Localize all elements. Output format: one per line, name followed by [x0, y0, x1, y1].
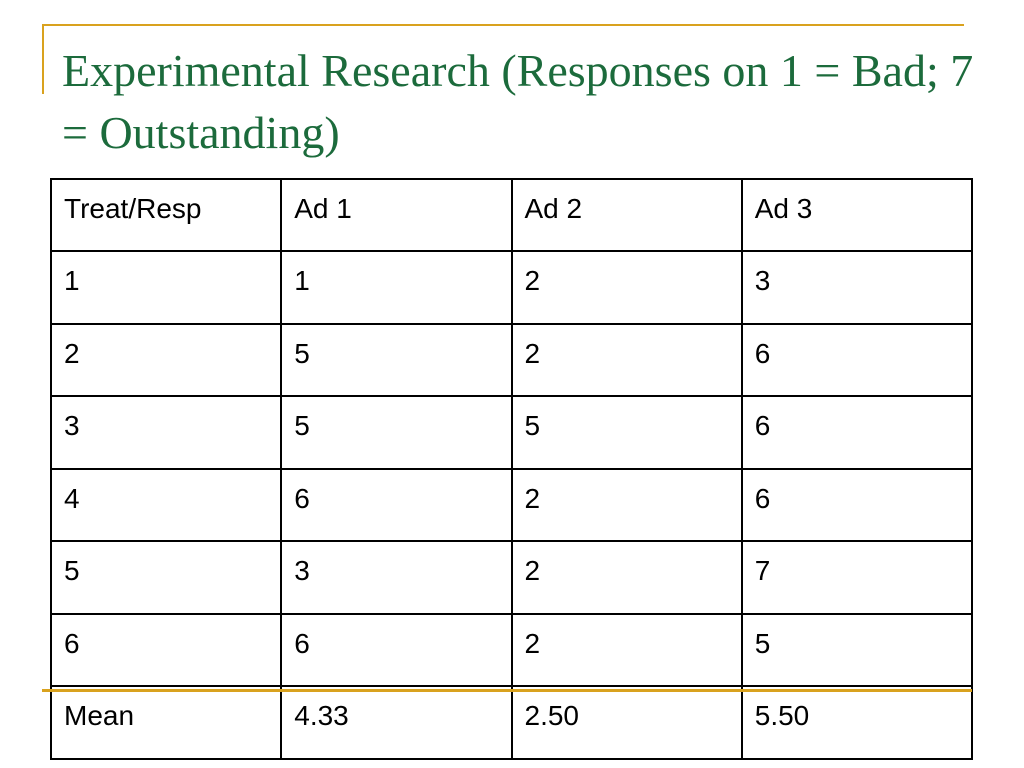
table-cell: 2 — [510, 467, 743, 543]
table-row: 4 6 2 6 — [49, 467, 974, 543]
table-row: 3 5 5 6 — [49, 395, 974, 470]
table-cell: 5 — [510, 395, 743, 470]
header-ad-1: Ad 1 — [280, 178, 513, 252]
table-cell: 1 — [49, 250, 283, 325]
table-row: 6 6 2 5 — [49, 612, 974, 688]
header-ad-3: Ad 3 — [740, 178, 974, 252]
table-cell: 6 — [280, 612, 513, 688]
table-cell: 4 — [49, 467, 283, 543]
table-cell: 1 — [280, 250, 513, 325]
table-cell: 2 — [510, 322, 743, 398]
table-cell: 6 — [740, 467, 974, 543]
slide-title: Experimental Research (Responses on 1 = … — [62, 45, 974, 158]
table-cell: 6 — [740, 395, 974, 470]
table-cell: 2 — [510, 540, 743, 615]
table-cell: 5 — [280, 395, 513, 470]
table-header-row: Treat/Resp Ad 1 Ad 2 Ad 3 — [49, 178, 974, 252]
mean-divider-line — [42, 689, 972, 692]
table-cell: 6 — [49, 612, 283, 688]
mean-ad-1: 4.33 — [280, 686, 513, 760]
mean-ad-3: 5.50 — [740, 686, 974, 760]
table-cell: 7 — [740, 540, 974, 615]
table-row: 1 1 2 3 — [49, 250, 974, 325]
table-cell: 5 — [280, 322, 513, 398]
table-cell: 5 — [49, 540, 283, 615]
header-treat-resp: Treat/Resp — [49, 178, 283, 252]
mean-label: Mean — [49, 686, 283, 760]
table-cell: 2 — [510, 250, 743, 325]
table-cell: 6 — [740, 322, 974, 398]
left-accent-line — [42, 24, 44, 94]
responses-table: Treat/Resp Ad 1 Ad 2 Ad 3 1 1 2 3 2 5 2 … — [49, 178, 974, 760]
table-cell: 2 — [510, 612, 743, 688]
table-row: 5 3 2 7 — [49, 540, 974, 615]
table-cell: 3 — [280, 540, 513, 615]
header-ad-2: Ad 2 — [510, 178, 743, 252]
table-cell: 6 — [280, 467, 513, 543]
table-cell: 5 — [740, 612, 974, 688]
table-cell: 2 — [49, 322, 283, 398]
table-row: 2 5 2 6 — [49, 322, 974, 398]
table-cell: 3 — [740, 250, 974, 325]
table-cell: 3 — [49, 395, 283, 470]
mean-row: Mean 4.33 2.50 5.50 — [49, 686, 974, 760]
top-accent-line — [42, 24, 964, 26]
mean-ad-2: 2.50 — [510, 686, 743, 760]
